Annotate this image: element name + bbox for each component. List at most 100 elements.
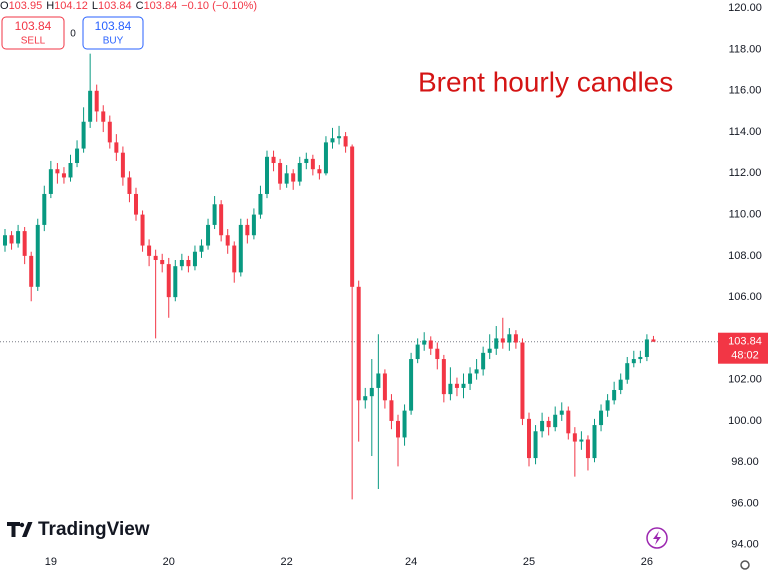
candle-body — [337, 136, 342, 139]
y-tick-label: 94.00 — [731, 539, 759, 551]
candle-body — [179, 259, 184, 267]
candle-body — [356, 286, 361, 401]
candle-body — [134, 193, 138, 215]
candle-body — [494, 338, 499, 349]
last-price-label: 103.84 — [728, 336, 762, 348]
buy-label: BUY — [103, 36, 124, 47]
candle-body — [22, 231, 27, 256]
candle-body — [265, 156, 269, 194]
candle-body — [304, 158, 309, 164]
x-tick-label: 19 — [45, 556, 57, 568]
candle-body — [186, 259, 191, 267]
candle-body — [238, 224, 243, 273]
candle-body — [612, 389, 617, 401]
y-tick-label: 108.00 — [728, 250, 762, 262]
candle-body — [599, 410, 604, 426]
candle-body — [107, 121, 112, 143]
candle-body — [592, 425, 597, 459]
candle-body — [461, 383, 466, 388]
candle-body — [251, 214, 256, 236]
candle-body — [278, 163, 283, 184]
candle-body — [48, 169, 53, 194]
sell-price: 103.84 — [15, 19, 52, 33]
y-tick-label: 106.00 — [728, 291, 762, 303]
candle-body — [61, 173, 66, 178]
candle-body — [206, 224, 211, 246]
candle-body — [572, 433, 577, 442]
candle-body — [330, 138, 335, 143]
candle-body — [68, 163, 73, 178]
candle-body — [153, 255, 158, 260]
ohlc-header: O103.95 H104.12 L103.84 C103.84 −0.10 (−0.10… — [0, 0, 257, 12]
candle-body — [258, 193, 263, 215]
candle-body — [376, 373, 381, 388]
candle-body — [147, 245, 152, 256]
x-tick-label: 24 — [405, 556, 417, 568]
candle-body — [225, 235, 230, 246]
candle-body — [343, 136, 348, 147]
sell-label: SELL — [21, 36, 46, 47]
candle-body — [232, 245, 237, 273]
sell-button[interactable] — [1, 16, 65, 50]
candle-body — [566, 410, 571, 434]
brand-name: TradingView — [38, 519, 150, 540]
candle-body — [422, 340, 427, 345]
ohlc-value: 103.84 — [144, 0, 178, 12]
candle-body — [35, 224, 40, 287]
candle-body — [500, 338, 505, 343]
spread: 0 — [70, 29, 76, 40]
candle-body — [389, 400, 394, 421]
ohlc-key: C — [136, 0, 144, 12]
candle-body — [520, 342, 525, 419]
candle-body — [160, 259, 165, 265]
candle-body — [527, 418, 531, 459]
candle-body — [533, 431, 538, 459]
candle-body — [644, 339, 649, 357]
candle-body — [507, 334, 512, 343]
candle-body — [94, 90, 99, 112]
settings-icon[interactable] — [740, 560, 750, 570]
buy-button[interactable] — [82, 16, 144, 50]
last-price-box — [718, 332, 768, 364]
candle-body — [428, 340, 433, 349]
y-tick-label: 116.00 — [729, 85, 762, 97]
ohlc-change: −0.10 (−0.10%) — [181, 0, 257, 12]
x-tick-label: 26 — [641, 556, 653, 568]
candle-body — [513, 334, 518, 343]
candle-body — [114, 142, 119, 153]
ohlc-value: 103.95 — [9, 0, 43, 12]
ohlc-value: 104.12 — [54, 0, 88, 12]
candle-body — [127, 177, 132, 194]
candle-body — [396, 420, 400, 438]
buy-price: 103.84 — [95, 19, 132, 33]
ohlc-value: 103.84 — [98, 0, 132, 12]
candle-body — [271, 156, 276, 164]
candle-body — [55, 169, 60, 174]
candle-body — [441, 359, 446, 395]
candle-body — [625, 363, 630, 380]
candle-body — [559, 410, 564, 415]
candle-body — [409, 359, 414, 411]
candle-body — [3, 235, 7, 246]
candle-body — [369, 387, 374, 397]
candle-body — [415, 344, 420, 360]
x-tick-label: 22 — [281, 556, 293, 568]
candle-body — [638, 356, 643, 360]
candle-body — [81, 121, 86, 149]
candle-body — [540, 420, 545, 432]
candle-body — [173, 266, 178, 298]
candle-body — [9, 235, 14, 244]
candle-body — [88, 90, 93, 122]
y-tick-label: 120.00 — [728, 2, 762, 14]
candle-body — [245, 224, 250, 236]
y-tick-label: 102.00 — [728, 374, 762, 386]
candle-body — [402, 410, 407, 438]
candle-body — [553, 414, 558, 428]
candle-body — [317, 169, 322, 174]
candle-body — [481, 352, 486, 370]
candle-body — [75, 148, 80, 164]
candle-body — [605, 400, 610, 411]
y-tick-label: 100.00 — [728, 415, 762, 427]
